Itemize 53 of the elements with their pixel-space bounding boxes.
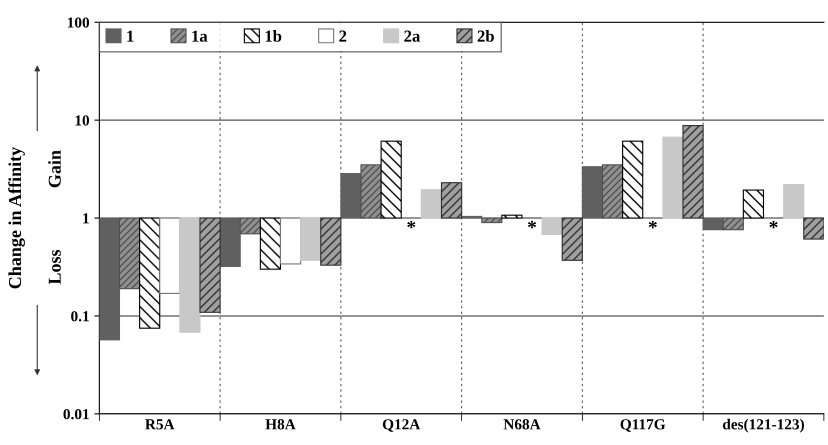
bar <box>220 217 241 268</box>
legend-label: 1a <box>192 30 208 42</box>
bar <box>542 217 563 235</box>
bar <box>118 217 140 290</box>
bar <box>240 217 261 234</box>
bar <box>622 140 644 219</box>
text: Loss <box>48 250 61 284</box>
x-tick-label: des(121-123) <box>722 418 804 433</box>
annotation: * <box>648 220 657 228</box>
legend-label: 2b <box>478 30 494 42</box>
legend-label: 1 <box>127 30 134 42</box>
bar <box>260 217 282 270</box>
annotation: * <box>528 220 536 228</box>
bar <box>562 217 583 261</box>
bar <box>783 184 804 219</box>
bar <box>682 125 704 219</box>
bar <box>702 217 724 230</box>
annotation: * <box>407 220 416 228</box>
x-tick-label: Q12A <box>382 419 420 432</box>
bar <box>199 217 221 313</box>
bar <box>742 190 764 219</box>
bar <box>722 217 744 230</box>
x-tick-label: R5A <box>145 419 174 430</box>
y-tick-label: 1 <box>83 213 89 224</box>
y-tick-label: 10 <box>76 115 90 126</box>
x-tick-label: Q117G <box>620 419 666 432</box>
bar <box>139 217 160 329</box>
bar <box>320 217 342 266</box>
bar <box>803 217 824 240</box>
x-tick-label: N68A <box>504 419 541 430</box>
bar <box>602 164 624 219</box>
annotation: * <box>769 220 778 228</box>
bar <box>440 182 462 219</box>
y-tick-label: 0.1 <box>71 311 89 322</box>
y-tick-label: 0.01 <box>63 408 89 420</box>
x-tick-label: H8A <box>265 419 296 430</box>
legend-label: 2 <box>339 30 346 42</box>
bar <box>420 189 442 219</box>
text: Gain <box>48 150 61 188</box>
y-tick-label: 100 <box>68 17 90 28</box>
bar <box>662 136 684 219</box>
legend-label: 2a <box>404 30 420 42</box>
legend-label: 1b <box>266 30 282 42</box>
bar <box>280 217 302 264</box>
bar <box>159 217 180 294</box>
bar <box>582 166 604 219</box>
bar <box>380 140 402 219</box>
bar <box>360 164 382 219</box>
bar <box>481 217 502 224</box>
bar <box>300 217 322 261</box>
bar <box>501 214 523 219</box>
y-axis-title: Change in Affinity <box>8 146 25 288</box>
bar <box>179 217 201 333</box>
